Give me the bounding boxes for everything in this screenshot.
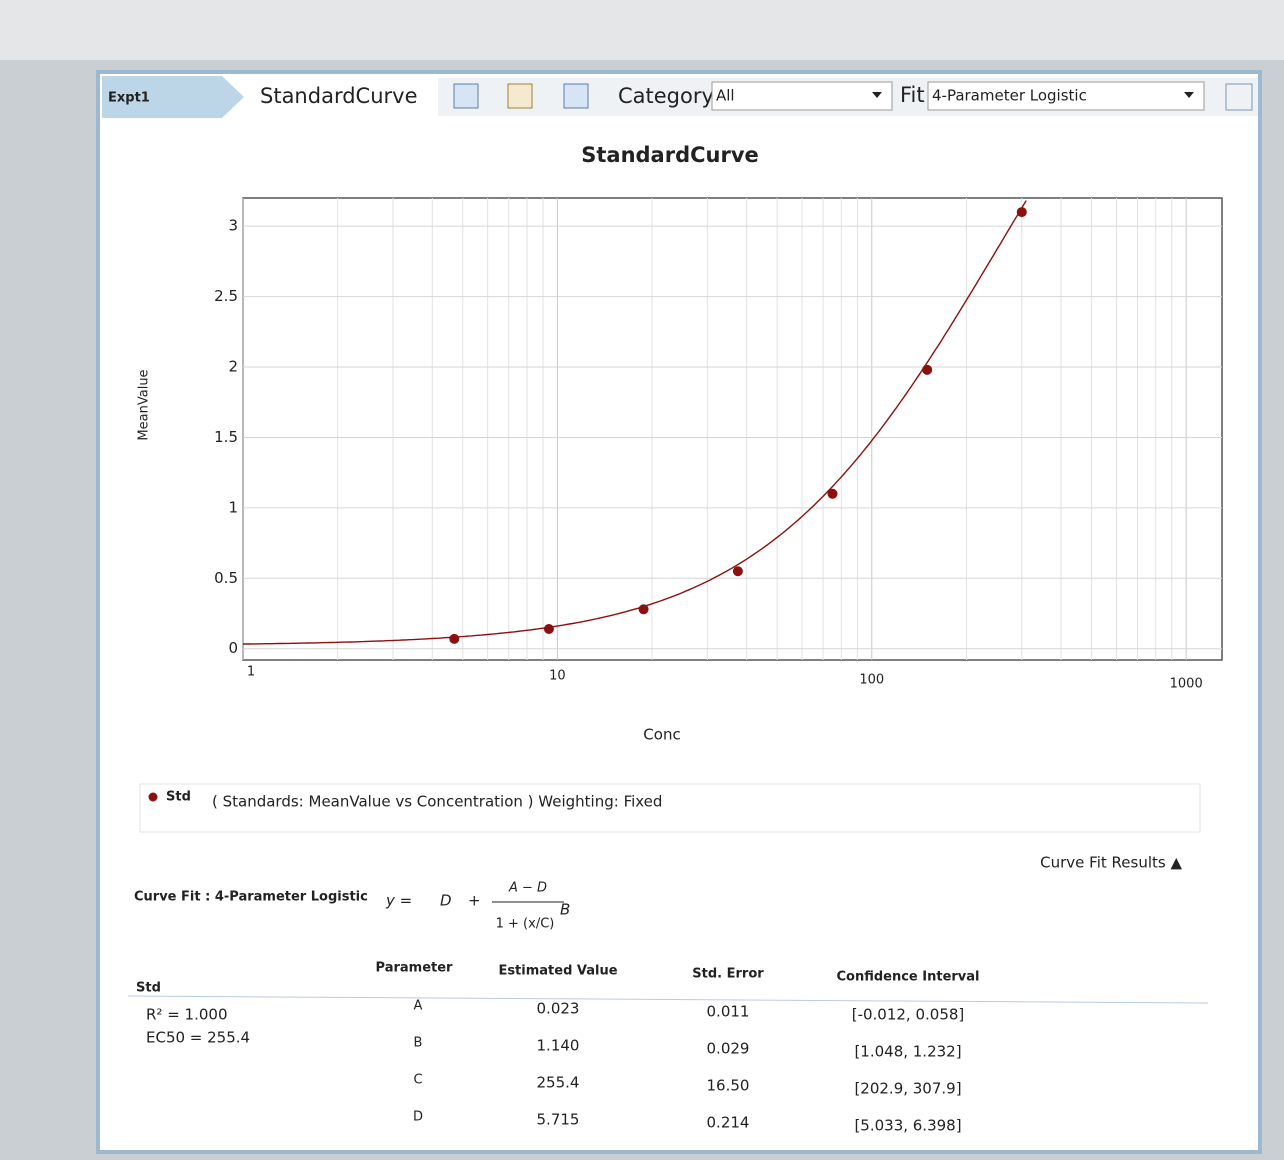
table-cell: 16.50 xyxy=(707,1077,750,1095)
x-tick-label: 100 xyxy=(859,673,884,688)
dropdown-arrow xyxy=(1184,92,1194,98)
tool-button[interactable] xyxy=(453,83,479,109)
legend-box xyxy=(139,783,1201,833)
table-cell: A xyxy=(414,999,423,1014)
data-point xyxy=(449,633,460,644)
ec50: EC50 = 255.4 xyxy=(146,1029,250,1047)
data-point xyxy=(1016,207,1027,218)
tool-button[interactable] xyxy=(507,83,533,109)
x-tick-label: 1000 xyxy=(1170,677,1203,692)
plot-area xyxy=(242,197,1223,661)
table-cell: 0.214 xyxy=(707,1114,750,1132)
y-tick-label: 0 xyxy=(228,639,238,657)
y-tick-label: 0.5 xyxy=(214,569,238,587)
y-tick-label: 2 xyxy=(228,358,238,376)
data-point xyxy=(827,488,838,499)
y-tick-label: 3 xyxy=(228,217,238,235)
tool-button[interactable] xyxy=(1225,83,1253,111)
y-tick-label: 2.5 xyxy=(214,287,238,305)
table-cell: [202.9, 307.9] xyxy=(854,1080,961,1098)
legend-description: ( Standards: MeanValue vs Concentration … xyxy=(212,793,662,811)
equation-plus: + xyxy=(468,892,481,910)
y-tick-label: 1.5 xyxy=(214,428,238,446)
table-cell: C xyxy=(413,1073,422,1088)
fit-dropdown[interactable] xyxy=(927,81,1205,111)
results-toggle[interactable]: Curve Fit Results ▲ xyxy=(1040,854,1182,872)
breadcrumb xyxy=(102,76,244,118)
fit-curve xyxy=(243,200,1027,645)
x-tick-label: 10 xyxy=(549,669,566,684)
plot: 1 10 100 1000 0 0.5 1 1.5 2 2.5 3 xyxy=(214,197,1223,692)
view-title: StandardCurve xyxy=(260,84,418,108)
table-cell: [1.048, 1.232] xyxy=(854,1043,961,1061)
r-squared: R² = 1.000 xyxy=(146,1006,227,1024)
equation-d: D xyxy=(440,892,452,910)
table-cell: 0.029 xyxy=(707,1040,750,1058)
table-cell: 1.140 xyxy=(537,1037,580,1055)
fit-value[interactable]: 4-Parameter Logistic xyxy=(932,87,1087,105)
fit-title: Curve Fit : 4-Parameter Logistic xyxy=(134,890,368,905)
results-table: Parameter Estimated Value Std. Error Confid… xyxy=(376,961,980,1135)
table-cell: [-0.012, 0.058] xyxy=(852,1006,965,1024)
equation-numerator: A − D xyxy=(508,881,547,896)
table-cell: B xyxy=(414,1036,423,1051)
data-point xyxy=(922,364,933,375)
table-cell: 255.4 xyxy=(537,1074,580,1092)
x-tick-label: 1 xyxy=(247,665,255,680)
column-header: Confidence Interval xyxy=(836,970,979,985)
y-axis-label: MeanValue xyxy=(137,369,152,440)
tool-button[interactable] xyxy=(563,83,589,109)
table-cell: D xyxy=(413,1110,423,1125)
legend-marker xyxy=(148,792,158,802)
column-header: Std. Error xyxy=(692,967,764,982)
equation-lhs: y = xyxy=(385,892,412,910)
group-label: Std xyxy=(136,981,161,996)
data-point xyxy=(543,624,554,635)
table-rule xyxy=(127,995,1209,1004)
table-cell: 0.023 xyxy=(537,1000,580,1018)
equation-exponent: B xyxy=(560,901,570,919)
window-top xyxy=(0,0,1284,60)
chart-title: StandardCurve xyxy=(581,143,759,167)
data-point xyxy=(638,604,649,615)
dropdown-arrow xyxy=(872,92,882,98)
experiment[interactable]: Expt1 xyxy=(108,91,150,106)
fit-label: Fit xyxy=(900,83,925,107)
table-cell: [5.033, 6.398] xyxy=(854,1117,961,1135)
data-point xyxy=(732,566,743,577)
category-value[interactable]: All xyxy=(716,87,735,105)
legend-entry: Std xyxy=(166,790,191,805)
table-cell: 0.011 xyxy=(707,1003,750,1021)
column-header: Estimated Value xyxy=(498,964,617,979)
category-label: Category xyxy=(618,84,714,108)
category-dropdown[interactable] xyxy=(711,81,893,111)
y-tick-label: 1 xyxy=(228,498,238,516)
table-cell: 5.715 xyxy=(537,1111,580,1129)
x-axis-label: Conc xyxy=(643,726,680,744)
column-header: Parameter xyxy=(376,961,454,976)
equation-denominator: 1 + (x/C) xyxy=(496,917,555,932)
